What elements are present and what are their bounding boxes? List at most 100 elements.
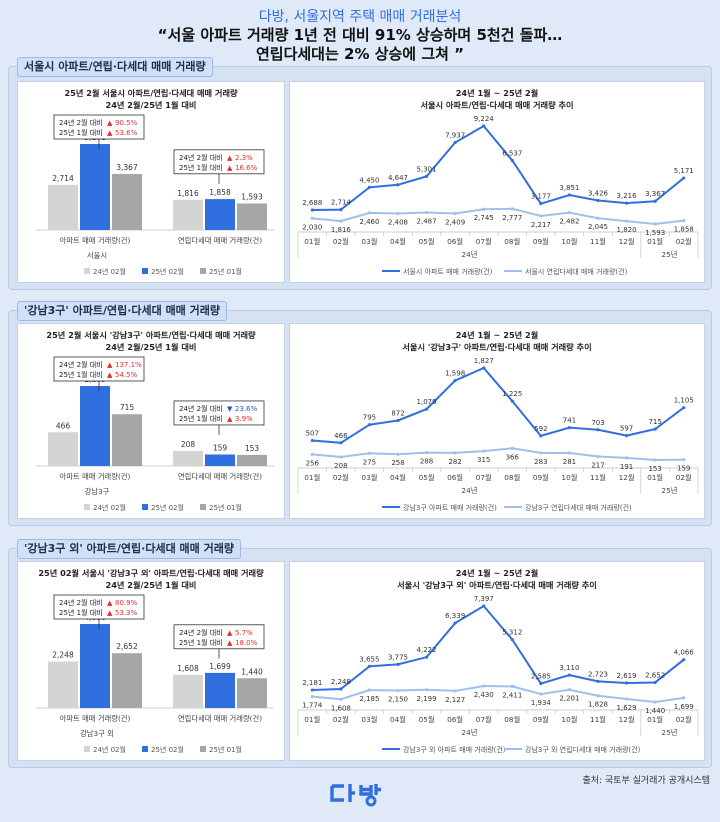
callout-value: 3.9% [235,415,253,423]
data-point [482,207,486,211]
legend-swatch [84,504,90,510]
year-label: 25년 [661,486,677,495]
data-point [339,219,343,223]
legend-swatch [84,746,90,752]
data-point [510,684,514,688]
x-tick-label: 02월 [333,473,349,482]
callout-arrow: ▲ [227,629,233,637]
series-line [312,447,684,462]
category-label: 연립다세대 매매 거래량(건) [178,714,262,723]
data-label: 2,777 [502,214,522,222]
data-label: 2,619 [617,672,637,680]
legend-swatch [200,268,206,274]
x-tick-label: 07월 [476,473,492,482]
series-line [312,685,684,704]
line-chart-panel: 24년 1월 ~ 25년 2월 서울시 '강남3구 외' 아파트/연립·다세대 매… [289,561,705,761]
legend-label: 25년 01월 [209,267,242,276]
callout-box [173,149,265,175]
bar-value-label: 208 [181,440,196,449]
data-label: 258 [391,459,404,467]
x-tick-label: 05월 [419,473,435,482]
bar-value-label: 1,593 [241,193,263,202]
callout-label: 24년 2월 대비 [179,153,223,162]
data-point [567,210,572,215]
callout-value: 137.1% [115,361,142,369]
data-label: 2,217 [531,221,551,229]
data-label: 1,858 [674,226,694,234]
data-point [682,406,686,410]
bar [173,450,203,466]
callout-value: 18.0% [235,639,258,647]
x-tick-label: 01월 [304,473,320,482]
legend-label: 서울시 아파트 매매 거래량(건) [403,267,493,276]
data-point [310,452,314,456]
data-point [453,689,457,693]
data-point [310,695,314,699]
data-point [567,688,572,692]
callout-arrow: ▲ [107,129,113,137]
bar-value-label: 1,699 [209,662,231,671]
legend-swatch [142,268,148,274]
data-point [424,407,429,411]
callout-label: 24년 2월 대비 [59,598,103,607]
callout-arrow: ▲ [107,609,113,617]
data-point [682,176,686,180]
bar-chart-panel: 25년 2월 서울시 '강남3구' 아파트/연립·다세대 매매 거래량 24년 2… [17,323,285,519]
data-label: 3,177 [531,193,551,201]
data-label: 2,723 [588,670,608,678]
data-point [539,681,543,686]
data-point [539,202,543,206]
data-label: 1,593 [645,229,665,237]
line-chart-panel: 24년 1월 ~ 25년 2월 서울시 '강남3구' 아파트/연립·다세대 매매 … [289,323,705,519]
data-point [624,433,629,438]
data-point [424,210,429,215]
x-tick-label: 10월 [561,237,577,246]
line-chart-panel: 24년 1월 ~ 25년 2월 서울시 아파트/연립·다세대 매매 거래량 추이 0… [289,81,705,283]
x-tick-label: 03월 [361,473,377,482]
series-line [312,366,685,444]
data-point [596,694,600,698]
data-point [339,441,343,445]
data-label: 1,629 [617,704,637,712]
bar-chart-panel: 25년 02월 서울시 '강남3구 외' 아파트/연립·다세대 매매 거래량 24… [17,561,285,761]
data-label: 741 [563,417,576,425]
x-tick-label: 09월 [533,237,549,246]
callout-arrow: ▲ [227,639,233,647]
bar-value-label: 1,440 [241,667,263,676]
x-tick-label: 11월 [590,237,606,246]
x-tick-label: 02월 [676,237,692,246]
data-point [624,681,629,685]
callout-box [53,114,145,140]
data-label: 2,127 [445,696,465,704]
bar [112,653,142,708]
x-tick-label: 12월 [619,237,635,246]
data-label: 2,745 [474,214,494,222]
data-label: 3,775 [388,653,408,661]
data-label: 153 [648,465,661,473]
section-gangnam3-others: '강남3구 외' 아파트/연립·다세대 매매 거래량 25년 02월 서울시 '… [8,539,712,768]
data-point [510,638,514,642]
callout-arrow: ▲ [107,119,113,127]
data-label: 466 [334,432,348,440]
x-tick-label: 02월 [333,715,349,724]
data-label: 1,225 [502,390,522,398]
bar [48,432,78,466]
series-line [312,124,685,211]
callout-label: 25년 1월 대비 [179,638,223,647]
legend-swatch [142,746,148,752]
x-tick-label: 01월 [304,237,320,246]
bar-chart-panel: 25년 2월 서울시 아파트/연립·다세대 매매 거래량 24년 2월/25년 1… [17,81,285,283]
bar-value-label: 153 [245,444,260,453]
legend-swatch [200,746,206,752]
line-chart-subtitle: 서울시 아파트/연립·다세대 매매 거래량 추이 [420,100,573,110]
callout-value: 53.6% [115,129,138,137]
bar-value-label: 2,652 [116,642,138,651]
x-tick-label: 05월 [419,237,435,246]
line-chart-title: 24년 1월 ~ 25년 2월 [456,330,539,340]
bar-chart: 25년 2월 서울시 아파트/연립·다세대 매매 거래량 24년 2월/25년 1… [36,88,274,276]
data-label: 5,312 [502,629,522,637]
section-tag: 서울시 아파트/연립·다세대 매매 거래량 [17,57,213,77]
data-label: 2,408 [388,219,408,227]
callout-arrow: ▲ [107,361,113,369]
callout-arrow: ▲ [227,415,233,423]
